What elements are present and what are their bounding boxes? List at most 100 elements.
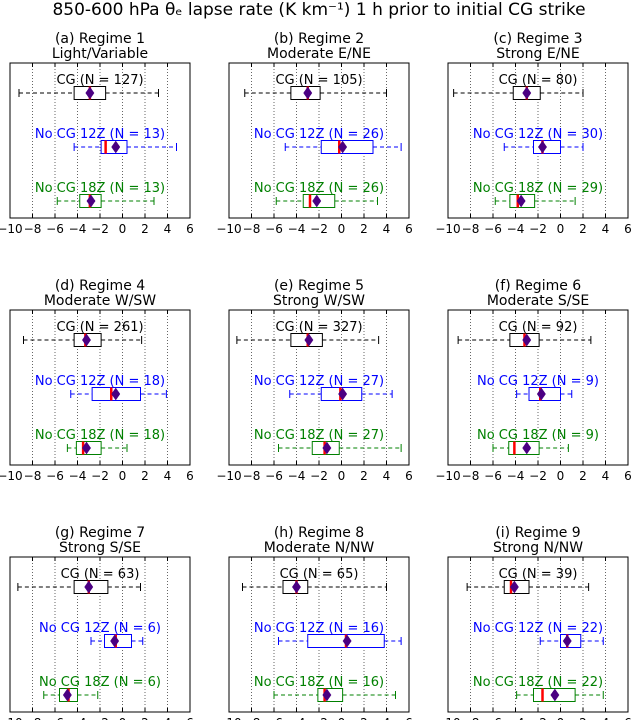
- x-tick-label: −8: [462, 222, 480, 236]
- x-tick-label: −8: [24, 222, 42, 236]
- box-no-cg-12z: No CG 12Z (N = 26): [254, 127, 402, 154]
- panel-label: (d) Regime 4: [55, 278, 145, 294]
- x-tick-label: −6: [265, 716, 283, 720]
- mean-marker: [86, 194, 96, 208]
- group-label: CG (N = 80): [499, 73, 578, 88]
- panel-subtitle: Strong W/SW: [273, 293, 365, 309]
- x-tick-label: −4: [507, 469, 525, 483]
- x-tick-label: −4: [69, 469, 87, 483]
- panel-label: (b) Regime 2: [274, 31, 364, 47]
- x-tick-label: 2: [141, 716, 149, 720]
- group-label: No CG 18Z (N = 29): [473, 181, 603, 196]
- x-tick-label: 2: [141, 222, 149, 236]
- group-label: No CG 18Z (N = 18): [35, 428, 165, 443]
- x-tick-label: 0: [557, 222, 565, 236]
- x-tick-label: −4: [69, 222, 87, 236]
- box-no-cg-18z: No CG 18Z (N = 26): [254, 181, 384, 208]
- x-tick-label: −2: [91, 222, 109, 236]
- panel-label: (h) Regime 8: [274, 525, 364, 541]
- x-tick-label: −4: [288, 716, 306, 720]
- x-tick-label: −6: [484, 716, 502, 720]
- x-tick-label: 0: [557, 716, 565, 720]
- group-label: CG (N = 105): [275, 73, 362, 88]
- box-cg: CG (N = 327): [236, 320, 380, 347]
- x-tick-label: 0: [119, 716, 127, 720]
- x-tick-label: −6: [46, 716, 64, 720]
- x-tick-label: −2: [529, 469, 547, 483]
- panel-label: (i) Regime 9: [495, 525, 580, 541]
- mean-marker: [291, 580, 302, 594]
- group-label: No CG 18Z (N = 22): [473, 675, 603, 690]
- group-label: No CG 12Z (N = 9): [477, 374, 599, 389]
- x-tick-label: −10: [0, 716, 23, 720]
- x-tick-label: −8: [243, 469, 261, 483]
- x-tick-label: 4: [602, 469, 610, 483]
- x-tick-label: −8: [243, 222, 261, 236]
- x-tick-label: −6: [265, 222, 283, 236]
- x-tick-label: 2: [360, 222, 368, 236]
- group-label: CG (N = 63): [61, 567, 140, 582]
- group-label: No CG 12Z (N = 26): [254, 127, 384, 142]
- x-tick-label: 6: [186, 469, 194, 483]
- x-tick-label: −2: [529, 716, 547, 720]
- mean-marker: [338, 140, 348, 154]
- box-cg: CG (N = 80): [453, 73, 584, 100]
- panel-subtitle: Moderate N/NW: [264, 540, 375, 556]
- mean-marker: [312, 194, 322, 208]
- box-no-cg-18z: No CG 18Z (N = 16): [254, 675, 396, 702]
- x-tick-label: 4: [383, 716, 391, 720]
- box-cg: CG (N = 39): [466, 567, 590, 594]
- box-no-cg-18z: No CG 18Z (N = 6): [39, 675, 161, 702]
- mean-marker: [342, 634, 352, 648]
- box-no-cg-18z: No CG 18Z (N = 27): [254, 428, 402, 455]
- group-label: No CG 12Z (N = 22): [473, 621, 603, 636]
- box-no-cg-18z: No CG 18Z (N = 22): [473, 675, 604, 702]
- mean-marker: [536, 387, 546, 401]
- box-no-cg-12z: No CG 12Z (N = 30): [473, 127, 603, 154]
- box-no-cg-12z: No CG 12Z (N = 27): [254, 374, 393, 401]
- box-no-cg-12z: No CG 12Z (N = 22): [473, 621, 604, 648]
- x-tick-label: −8: [24, 469, 42, 483]
- x-tick-label: 4: [383, 469, 391, 483]
- x-tick-label: −6: [46, 469, 64, 483]
- x-tick-label: −4: [507, 716, 525, 720]
- mean-marker: [516, 194, 526, 208]
- box-cg: CG (N = 63): [17, 567, 141, 594]
- mean-marker: [522, 86, 532, 100]
- box-no-cg-18z: No CG 18Z (N = 29): [473, 181, 603, 208]
- mean-marker: [111, 387, 121, 401]
- x-tick-label: 2: [579, 222, 587, 236]
- mean-marker: [111, 140, 121, 154]
- panel-label: (c) Regime 3: [493, 31, 582, 47]
- box-no-cg-18z: No CG 18Z (N = 9): [477, 428, 599, 455]
- x-tick-label: 6: [405, 469, 413, 483]
- x-tick-label: 4: [602, 716, 610, 720]
- x-tick-label: 6: [624, 222, 632, 236]
- x-tick-label: −4: [288, 469, 306, 483]
- box-no-cg-12z: No CG 12Z (N = 9): [477, 374, 599, 401]
- x-tick-label: 6: [405, 716, 413, 720]
- group-label: CG (N = 261): [56, 320, 143, 335]
- x-tick-label: 0: [119, 222, 127, 236]
- group-label: No CG 18Z (N = 26): [254, 181, 384, 196]
- panel-subtitle: Moderate E/NE: [267, 46, 371, 62]
- x-tick-label: 6: [405, 222, 413, 236]
- x-tick-label: 4: [164, 716, 172, 720]
- group-label: No CG 12Z (N = 13): [35, 127, 165, 142]
- mean-marker: [537, 140, 548, 154]
- mean-marker: [562, 634, 572, 648]
- x-tick-label: −2: [310, 716, 328, 720]
- x-tick-label: −2: [529, 222, 547, 236]
- group-label: No CG 18Z (N = 9): [477, 428, 599, 443]
- x-tick-label: 2: [141, 469, 149, 483]
- x-tick-label: −6: [484, 469, 502, 483]
- box-cg: CG (N = 65): [242, 567, 387, 594]
- box-cg: CG (N = 127): [18, 73, 159, 100]
- x-tick-label: −10: [216, 222, 241, 236]
- group-label: No CG 12Z (N = 6): [39, 621, 161, 636]
